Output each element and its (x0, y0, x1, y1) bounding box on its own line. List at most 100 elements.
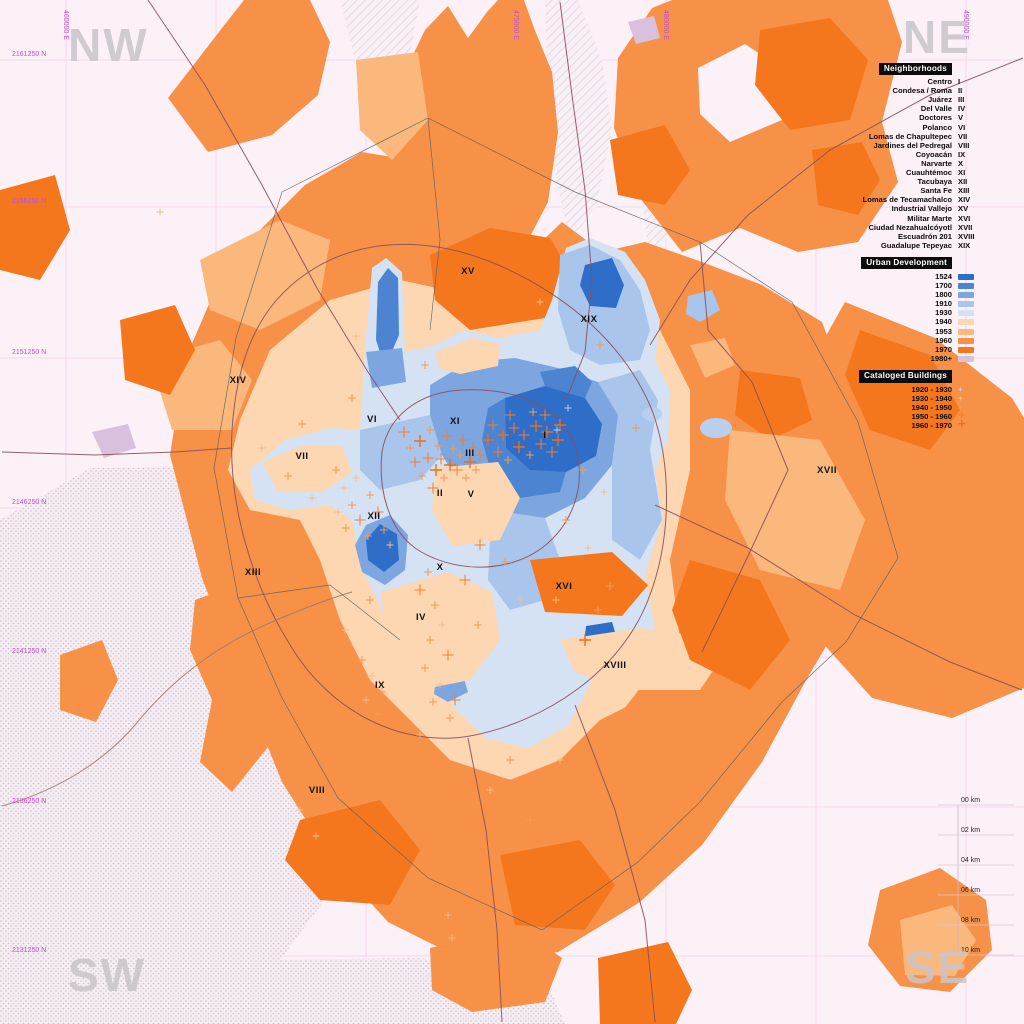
building-marker (440, 474, 448, 482)
building-marker (487, 419, 499, 431)
year-color-swatch (958, 301, 974, 308)
scale-bar: 00 km 02 km 04 km 06 km 08 km 10 km (938, 797, 1014, 956)
neighborhood-legend-row: Condesa / Roma II (892, 86, 963, 96)
neighborhood-legend-row: Narvarte X (921, 158, 964, 168)
building-marker (508, 422, 520, 434)
outer-ring-road (231, 243, 668, 739)
building-marker (535, 438, 547, 450)
building-marker (600, 488, 608, 496)
neighborhoods-title: Neighborhoods (878, 62, 952, 75)
building-marker (429, 698, 437, 706)
building-marker (449, 694, 461, 706)
map-numeral-XII: XII (367, 511, 380, 522)
legend-panel: Neighborhoods Centro I Condesa / Roma II Juá… (754, 61, 990, 430)
building-marker (518, 429, 530, 441)
neighborhood-legend-row: Doctores V (919, 113, 964, 123)
building-marker (409, 456, 421, 468)
building-marker (562, 516, 570, 524)
year-color-swatch (958, 346, 974, 353)
year-color-swatch (958, 355, 974, 362)
neighborhood-legend-row: Juárez III (927, 95, 965, 105)
map-numeral-IV: IV (416, 612, 426, 623)
year-color-swatch (958, 310, 974, 317)
urban-development-legend-row: 1940 (754, 317, 990, 326)
northwest-radial-road (147, 0, 401, 421)
building-marker (456, 451, 464, 459)
building-marker (416, 731, 424, 739)
building-marker (308, 494, 316, 502)
building-marker (435, 453, 447, 465)
building-marker (340, 484, 348, 492)
cataloged-buildings-legend-row: 1960 - 1970 + (911, 416, 966, 432)
northing-label: 2146250 N (12, 499, 46, 506)
corner-label-se: SE (905, 941, 971, 993)
corner-label-nw: NW (68, 19, 149, 71)
building-marker (564, 404, 572, 412)
northing-label: 2141250 N (12, 648, 46, 655)
easting-label: 475000 E (512, 10, 519, 40)
building-marker (474, 621, 482, 629)
building-marker (444, 911, 452, 919)
district-boundary-west (237, 584, 401, 641)
cataloged-buildings-legend-row: 1950 - 1960 + (911, 408, 966, 423)
building-marker (296, 806, 304, 814)
building-marker (386, 541, 394, 549)
building-marker (526, 451, 534, 459)
building-marker (424, 568, 432, 576)
neighborhood-legend-row: Santa Fe XIII (920, 186, 970, 196)
map-numeral-XVII: XVII (817, 465, 837, 476)
neighborhood-legend-row: Lomas de Tecamachalco XIV (862, 195, 971, 205)
urban-development-title: Urban Development (861, 257, 952, 270)
building-marker (444, 459, 456, 471)
northing-label: 2161250 N (12, 51, 46, 58)
building-cross-icon: + (958, 394, 963, 404)
building-marker (298, 420, 306, 428)
building-marker (414, 584, 426, 596)
building-cross-icon: + (958, 408, 966, 423)
building-marker (352, 332, 360, 340)
building-marker (284, 472, 292, 480)
building-marker (441, 430, 453, 442)
northeast-highway (649, 57, 1024, 346)
building-marker (341, 626, 349, 634)
year-color-swatch (958, 319, 974, 326)
scale-tick-label: 10 km (961, 947, 980, 954)
neighborhood-legend-row: Polanco VI (922, 122, 966, 132)
year-color-swatch (958, 292, 974, 299)
easting-label: 460000 E (62, 10, 69, 40)
building-marker (459, 574, 471, 586)
building-marker (378, 688, 386, 696)
boundary-lines (213, 117, 899, 931)
building-marker (501, 558, 509, 566)
building-marker (398, 426, 410, 438)
building-marker (579, 634, 591, 646)
building-marker (467, 442, 479, 454)
building-marker (431, 601, 439, 609)
map-numeral-IX: IX (375, 680, 385, 691)
map-numeral-III: III (465, 448, 474, 459)
cataloged-buildings-legend-row: 1920 - 1930 + (911, 385, 963, 394)
neighborhood-legend-row: Tacubaya XII (917, 177, 968, 187)
building-marker (354, 514, 366, 526)
south-radial-road (467, 737, 503, 1023)
neighborhood-numeral-labels: IIIIIIIVVVIVIIVIIIIXXXIXIIXIIIXIVXVXVIXV… (230, 266, 837, 796)
building-marker (352, 474, 360, 482)
building-marker (606, 582, 614, 590)
urban-development-legend-row: 1970 (754, 345, 990, 354)
building-marker (497, 429, 509, 441)
southwest-contour-road (1, 591, 353, 807)
neighborhood-legend-row: Jardines del Pedregal VIII (873, 140, 970, 150)
east-boundary-road (699, 241, 789, 653)
building-marker (312, 832, 320, 840)
urban-development-legend-row: 1930 (754, 308, 990, 317)
scale-tick-label: 06 km (961, 887, 980, 894)
map-numeral-XIII: XIII (245, 567, 261, 578)
building-marker (553, 426, 561, 434)
building-marker (426, 636, 434, 644)
building-marker (342, 524, 350, 532)
building-marker (366, 491, 374, 499)
neighborhoods-legend-list: Centro I Condesa / Roma II Juárez III Del Vall… (754, 77, 990, 250)
urban-development-legend-row: 1953 (754, 327, 990, 336)
